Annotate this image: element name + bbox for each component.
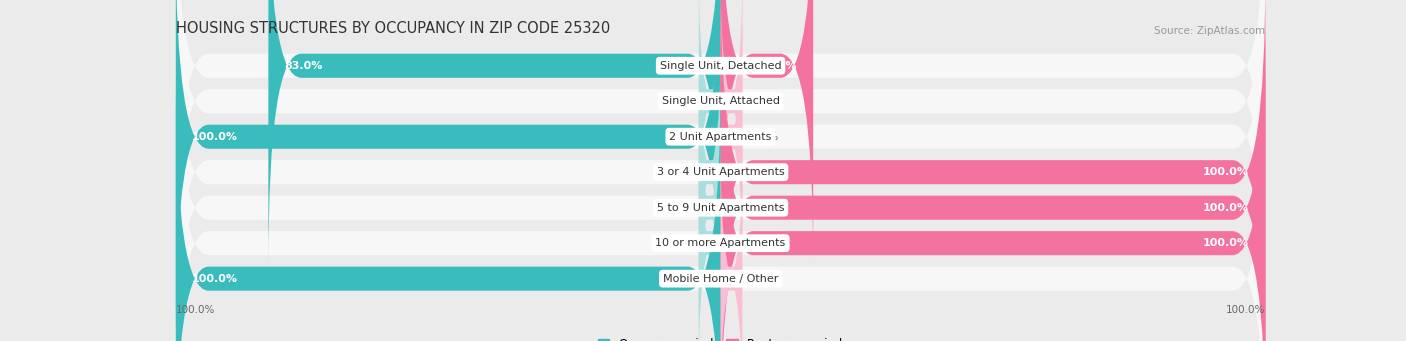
- FancyBboxPatch shape: [176, 78, 1265, 341]
- Text: 10 or more Apartments: 10 or more Apartments: [655, 238, 786, 248]
- FancyBboxPatch shape: [721, 42, 1265, 341]
- Text: Source: ZipAtlas.com: Source: ZipAtlas.com: [1154, 26, 1265, 35]
- Text: 0.0%: 0.0%: [662, 203, 690, 213]
- FancyBboxPatch shape: [176, 0, 1265, 302]
- Text: 0.0%: 0.0%: [751, 273, 779, 284]
- Text: Single Unit, Attached: Single Unit, Attached: [662, 96, 779, 106]
- FancyBboxPatch shape: [721, 0, 1265, 341]
- Text: 100.0%: 100.0%: [1204, 238, 1249, 248]
- FancyBboxPatch shape: [721, 149, 742, 341]
- Text: HOUSING STRUCTURES BY OCCUPANCY IN ZIP CODE 25320: HOUSING STRUCTURES BY OCCUPANCY IN ZIP C…: [176, 20, 610, 35]
- Text: 100.0%: 100.0%: [193, 273, 238, 284]
- FancyBboxPatch shape: [176, 78, 721, 341]
- Text: 0.0%: 0.0%: [751, 132, 779, 142]
- Text: 2 Unit Apartments: 2 Unit Apartments: [669, 132, 772, 142]
- FancyBboxPatch shape: [721, 7, 742, 267]
- FancyBboxPatch shape: [699, 0, 721, 231]
- FancyBboxPatch shape: [269, 0, 721, 267]
- Text: 3 or 4 Unit Apartments: 3 or 4 Unit Apartments: [657, 167, 785, 177]
- Text: 83.0%: 83.0%: [284, 61, 323, 71]
- FancyBboxPatch shape: [699, 78, 721, 338]
- FancyBboxPatch shape: [699, 113, 721, 341]
- FancyBboxPatch shape: [721, 7, 1265, 341]
- FancyBboxPatch shape: [176, 7, 1265, 341]
- Text: Single Unit, Detached: Single Unit, Detached: [659, 61, 782, 71]
- Text: 17.0%: 17.0%: [758, 61, 797, 71]
- FancyBboxPatch shape: [721, 0, 813, 267]
- Text: 100.0%: 100.0%: [193, 132, 238, 142]
- Text: 0.0%: 0.0%: [751, 96, 779, 106]
- FancyBboxPatch shape: [176, 42, 1265, 341]
- FancyBboxPatch shape: [176, 0, 1265, 267]
- Text: 0.0%: 0.0%: [662, 96, 690, 106]
- FancyBboxPatch shape: [176, 0, 721, 338]
- Text: Mobile Home / Other: Mobile Home / Other: [662, 273, 779, 284]
- Text: 100.0%: 100.0%: [1226, 305, 1265, 315]
- FancyBboxPatch shape: [176, 0, 1265, 341]
- Text: 0.0%: 0.0%: [662, 167, 690, 177]
- Legend: Owner-occupied, Renter-occupied: Owner-occupied, Renter-occupied: [593, 333, 848, 341]
- Text: 100.0%: 100.0%: [176, 305, 215, 315]
- Text: 100.0%: 100.0%: [1204, 167, 1249, 177]
- FancyBboxPatch shape: [176, 0, 1265, 338]
- Text: 100.0%: 100.0%: [1204, 203, 1249, 213]
- Text: 0.0%: 0.0%: [662, 238, 690, 248]
- FancyBboxPatch shape: [721, 0, 742, 231]
- FancyBboxPatch shape: [699, 42, 721, 302]
- Text: 5 to 9 Unit Apartments: 5 to 9 Unit Apartments: [657, 203, 785, 213]
